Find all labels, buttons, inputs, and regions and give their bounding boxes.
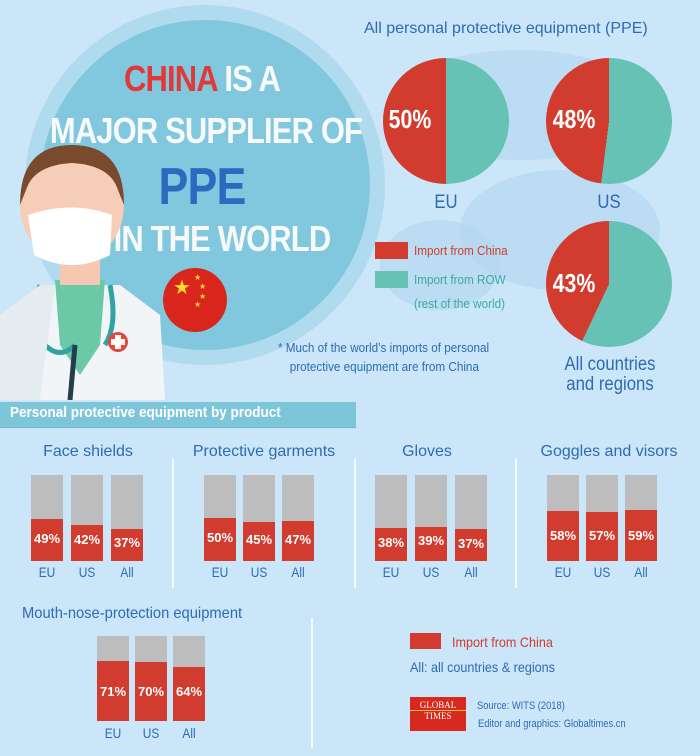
- headline-china: CHINA: [124, 58, 217, 99]
- pie-all-label: All countries and regions: [564, 354, 656, 395]
- pie-eu: [383, 58, 509, 184]
- bar-goggles-all: 59%: [625, 475, 657, 561]
- bar-goggles-eu: 58%: [547, 475, 579, 561]
- group-title-goggles: Goggles and visors: [540, 443, 678, 460]
- bar-cat: US: [78, 564, 96, 580]
- legend-row-note: (rest of the world): [414, 296, 506, 311]
- bar-cat: All: [120, 564, 134, 580]
- legend-china-label: Import from China: [414, 243, 508, 258]
- pie-us: [546, 58, 672, 184]
- group-title-face-shields: Face shields: [43, 443, 133, 460]
- pie-all: [546, 221, 672, 347]
- bottom-legend-china-label: Import from China: [452, 634, 553, 650]
- doctor-illustration: [0, 145, 165, 400]
- bar-garments-eu: 50%: [204, 475, 236, 561]
- headline-line4: IN THE WORLD: [113, 218, 332, 259]
- bar-cat: EU: [104, 725, 122, 741]
- headline-ppe: PPE: [158, 158, 247, 216]
- group-title-mouth-nose: Mouth-nose-protection equipment: [22, 605, 243, 622]
- footnote: * Much of the world’s imports of persona…: [278, 340, 490, 374]
- bar-mouth-nose-us: 70%: [135, 636, 167, 721]
- bar-cat: EU: [211, 564, 229, 580]
- source-text: Source: WITS (2018): [477, 700, 565, 712]
- bar-garments-all: 47%: [282, 475, 314, 561]
- bar-cat: EU: [554, 564, 572, 580]
- bar-cat: All: [464, 564, 478, 580]
- bar-cat: US: [593, 564, 611, 580]
- world-map-decoration: [380, 220, 500, 310]
- divider: [172, 458, 174, 588]
- bar-mouth-nose-all: 64%: [173, 636, 205, 721]
- pie-eu-label: EU: [434, 192, 458, 213]
- bar-mouth-nose-eu: 71%: [97, 636, 129, 721]
- pie-us-value: 48%: [552, 104, 596, 134]
- bar-cat: All: [634, 564, 648, 580]
- bar-face-shields-eu: 49%: [31, 475, 63, 561]
- bar-gloves-eu: 38%: [375, 475, 407, 561]
- bar-face-shields-us: 42%: [71, 475, 103, 561]
- bottom-legend-china-swatch: [410, 633, 441, 649]
- bar-cat: US: [250, 564, 268, 580]
- bar-cat: US: [422, 564, 440, 580]
- pie-all-value: 43%: [552, 268, 596, 298]
- legend-row-swatch: [375, 271, 408, 288]
- overall-title: All personal protective equipment (PPE): [364, 20, 648, 37]
- bar-cat: US: [142, 725, 160, 741]
- pie-us-label: US: [597, 192, 621, 213]
- bar-cat: All: [291, 564, 305, 580]
- editor-text: Editor and graphics: Globaltimes.cn: [478, 718, 626, 730]
- group-title-protective-garments: Protective garments: [192, 443, 336, 460]
- china-flag-icon: ★ ★ ★ ★ ★: [163, 268, 227, 332]
- bar-gloves-all: 37%: [455, 475, 487, 561]
- bar-cat: All: [182, 725, 196, 741]
- divider: [515, 458, 517, 588]
- global-times-logo: GLOBAL TIMES: [410, 697, 466, 731]
- bar-gloves-us: 39%: [415, 475, 447, 561]
- divider: [311, 618, 313, 748]
- section-band-title: Personal protective equipment by product: [10, 404, 281, 421]
- bar-face-shields-all: 37%: [111, 475, 143, 561]
- headline-line1: CHINA IS A: [124, 58, 281, 99]
- bar-cat: EU: [38, 564, 56, 580]
- pie-eu-value: 50%: [388, 104, 432, 134]
- bar-garments-us: 45%: [243, 475, 275, 561]
- group-title-gloves: Gloves: [402, 443, 452, 460]
- headline-line2: MAJOR SUPPLIER OF: [49, 110, 363, 151]
- divider: [354, 458, 356, 588]
- bar-goggles-us: 57%: [586, 475, 618, 561]
- bar-cat: EU: [382, 564, 400, 580]
- legend-row-label: Import from ROW: [414, 272, 506, 287]
- legend-china-swatch: [375, 242, 408, 259]
- bottom-legend-all-label: All: all countries & regions: [410, 659, 555, 675]
- section-band: [0, 402, 356, 428]
